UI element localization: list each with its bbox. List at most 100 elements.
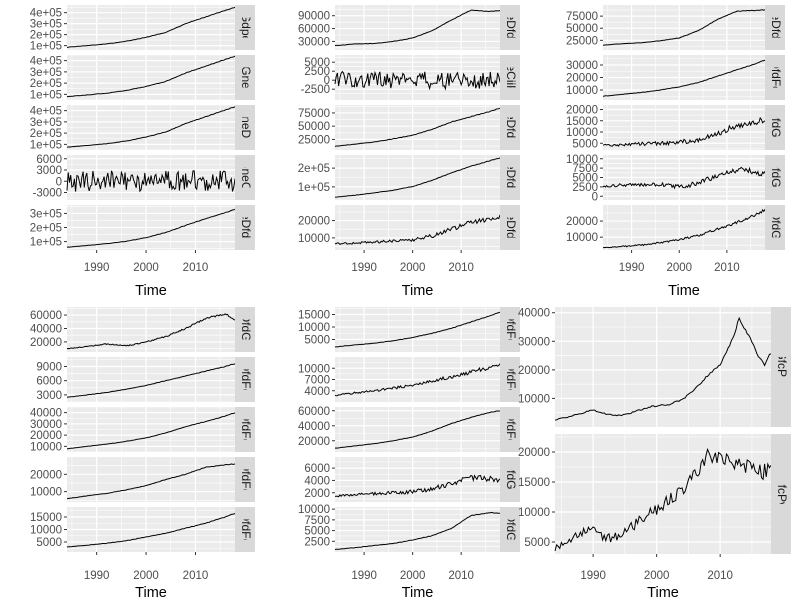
x-tick-label: 2010: [183, 570, 209, 582]
series-line: [66, 6, 236, 48]
facet-strip: [500, 307, 520, 352]
series-line: [66, 363, 236, 398]
facet-strip-label: GneDfdGfc: [504, 197, 518, 257]
x-tick-label: 2000: [400, 570, 426, 582]
y-tick-label: 2500: [572, 182, 598, 194]
x-tick-label: 1990: [351, 570, 377, 582]
y-tick-label: -3000: [33, 188, 62, 200]
x-axis-title: Time: [668, 283, 700, 299]
x-tick-label: 2000: [133, 262, 159, 274]
y-tick-label: 20000: [30, 430, 62, 442]
facet-strip: [235, 5, 255, 50]
x-tick-label: 1990: [619, 262, 645, 274]
x-tick-label: 2010: [448, 262, 474, 274]
y-tick-label: 1e+05: [30, 139, 62, 151]
y-tick-label: 2e+05: [30, 128, 62, 140]
y-tick-label: 15000: [518, 477, 550, 489]
x-tick-label: 1990: [84, 570, 110, 582]
facet-strip: [235, 55, 255, 100]
facet-strip-label: GneDfdFceHfc: [239, 490, 253, 569]
series-line: [66, 170, 236, 193]
y-tick-label: 10000: [298, 363, 330, 375]
facet-strip: [771, 307, 791, 427]
facet-strip-label: Gne: [239, 66, 253, 89]
facet-strip-label: GneDfdFce: [504, 147, 518, 209]
facet-strip: [500, 507, 520, 552]
series-line: [334, 70, 501, 91]
y-tick-label: 20000: [518, 365, 550, 377]
y-tick-label: 2500: [304, 66, 330, 78]
facet-panel-background: [335, 407, 500, 452]
x-tick-label: 1990: [580, 570, 606, 582]
y-tick-label: 60000: [30, 310, 62, 322]
y-tick-label: 0: [56, 176, 62, 188]
x-tick-label: 2010: [183, 262, 209, 274]
y-tick-label: 9000: [36, 361, 62, 373]
y-tick-label: 2000: [304, 488, 330, 500]
y-tick-label: 15000: [298, 310, 330, 322]
y-tick-label: 3000: [36, 165, 62, 177]
y-tick-label: 40000: [518, 308, 550, 320]
facet-strip: [765, 105, 785, 150]
x-tick-label: 2010: [714, 262, 740, 274]
facet-strip: [235, 155, 255, 200]
series-line: [334, 511, 500, 550]
facet-strip-label: GneCii: [239, 159, 253, 196]
x-tick-label: 1990: [84, 262, 110, 274]
facet-strip: [235, 507, 255, 552]
y-tick-label: 20000: [566, 216, 598, 228]
facet-strip: [500, 457, 520, 502]
facet-panel-background: [603, 205, 765, 250]
facet-strip: [765, 205, 785, 250]
y-tick-label: 75000: [298, 108, 330, 120]
facet-strip-label: GneDfdFceHfc: [504, 290, 518, 369]
series-line: [334, 311, 501, 348]
facet-strip-label: GneDfdGfcPvt: [769, 189, 783, 267]
facet-strip-label: GneDfdGfcPvt: [504, 491, 518, 569]
y-tick-label: 5000: [304, 335, 330, 347]
series-line: [602, 59, 766, 97]
series-line: [335, 157, 501, 198]
series-line: [334, 474, 501, 498]
y-tick-label: 1e+05: [30, 41, 62, 53]
facet-strip: [500, 205, 520, 250]
facet-strip-label: GneDfdGfcPvtPbiNdc: [775, 309, 789, 425]
y-tick-label: 1e+05: [30, 89, 62, 101]
facet-panel-background: [67, 5, 235, 50]
series-line: [554, 316, 772, 421]
y-tick-label: 10000: [518, 507, 550, 519]
y-tick-label: 2e+05: [298, 163, 330, 175]
y-tick-label: 40000: [30, 323, 62, 335]
y-tick-label: 2e+05: [30, 78, 62, 90]
facet-strip: [235, 357, 255, 402]
facet-strip: [235, 105, 255, 150]
x-axis-title: Time: [135, 283, 167, 299]
series-line: [66, 208, 236, 248]
facet-strip: [500, 5, 520, 50]
y-tick-label: 7500: [304, 515, 330, 527]
y-tick-label: 30000: [298, 36, 330, 48]
facet-strip: [500, 55, 520, 100]
x-tick-label: 2000: [644, 570, 670, 582]
y-tick-label: 25000: [566, 35, 598, 47]
series-line: [66, 106, 236, 148]
y-tick-label: -2500: [301, 84, 330, 96]
series-line: [602, 166, 766, 190]
facet-strip-label: GneDfdFceHfc: [239, 390, 253, 469]
x-tick-label: 1990: [351, 262, 377, 274]
y-tick-label: 10000: [518, 393, 550, 405]
facet-strip-label: GneDfdGfcPvt: [239, 291, 253, 369]
x-tick-label: 2010: [707, 570, 733, 582]
y-tick-label: 6000: [304, 463, 330, 475]
series-line: [66, 55, 236, 98]
facet-strip: [765, 155, 785, 200]
facet-strip-label: GneDfdFceGvt: [769, 37, 783, 118]
y-tick-label: 5000: [572, 173, 598, 185]
y-tick-label: 3000: [36, 390, 62, 402]
y-tick-label: 5000: [524, 537, 550, 549]
facet-panel-background: [335, 307, 500, 352]
facet-strip: [771, 434, 791, 554]
y-tick-label: 20000: [298, 436, 330, 448]
